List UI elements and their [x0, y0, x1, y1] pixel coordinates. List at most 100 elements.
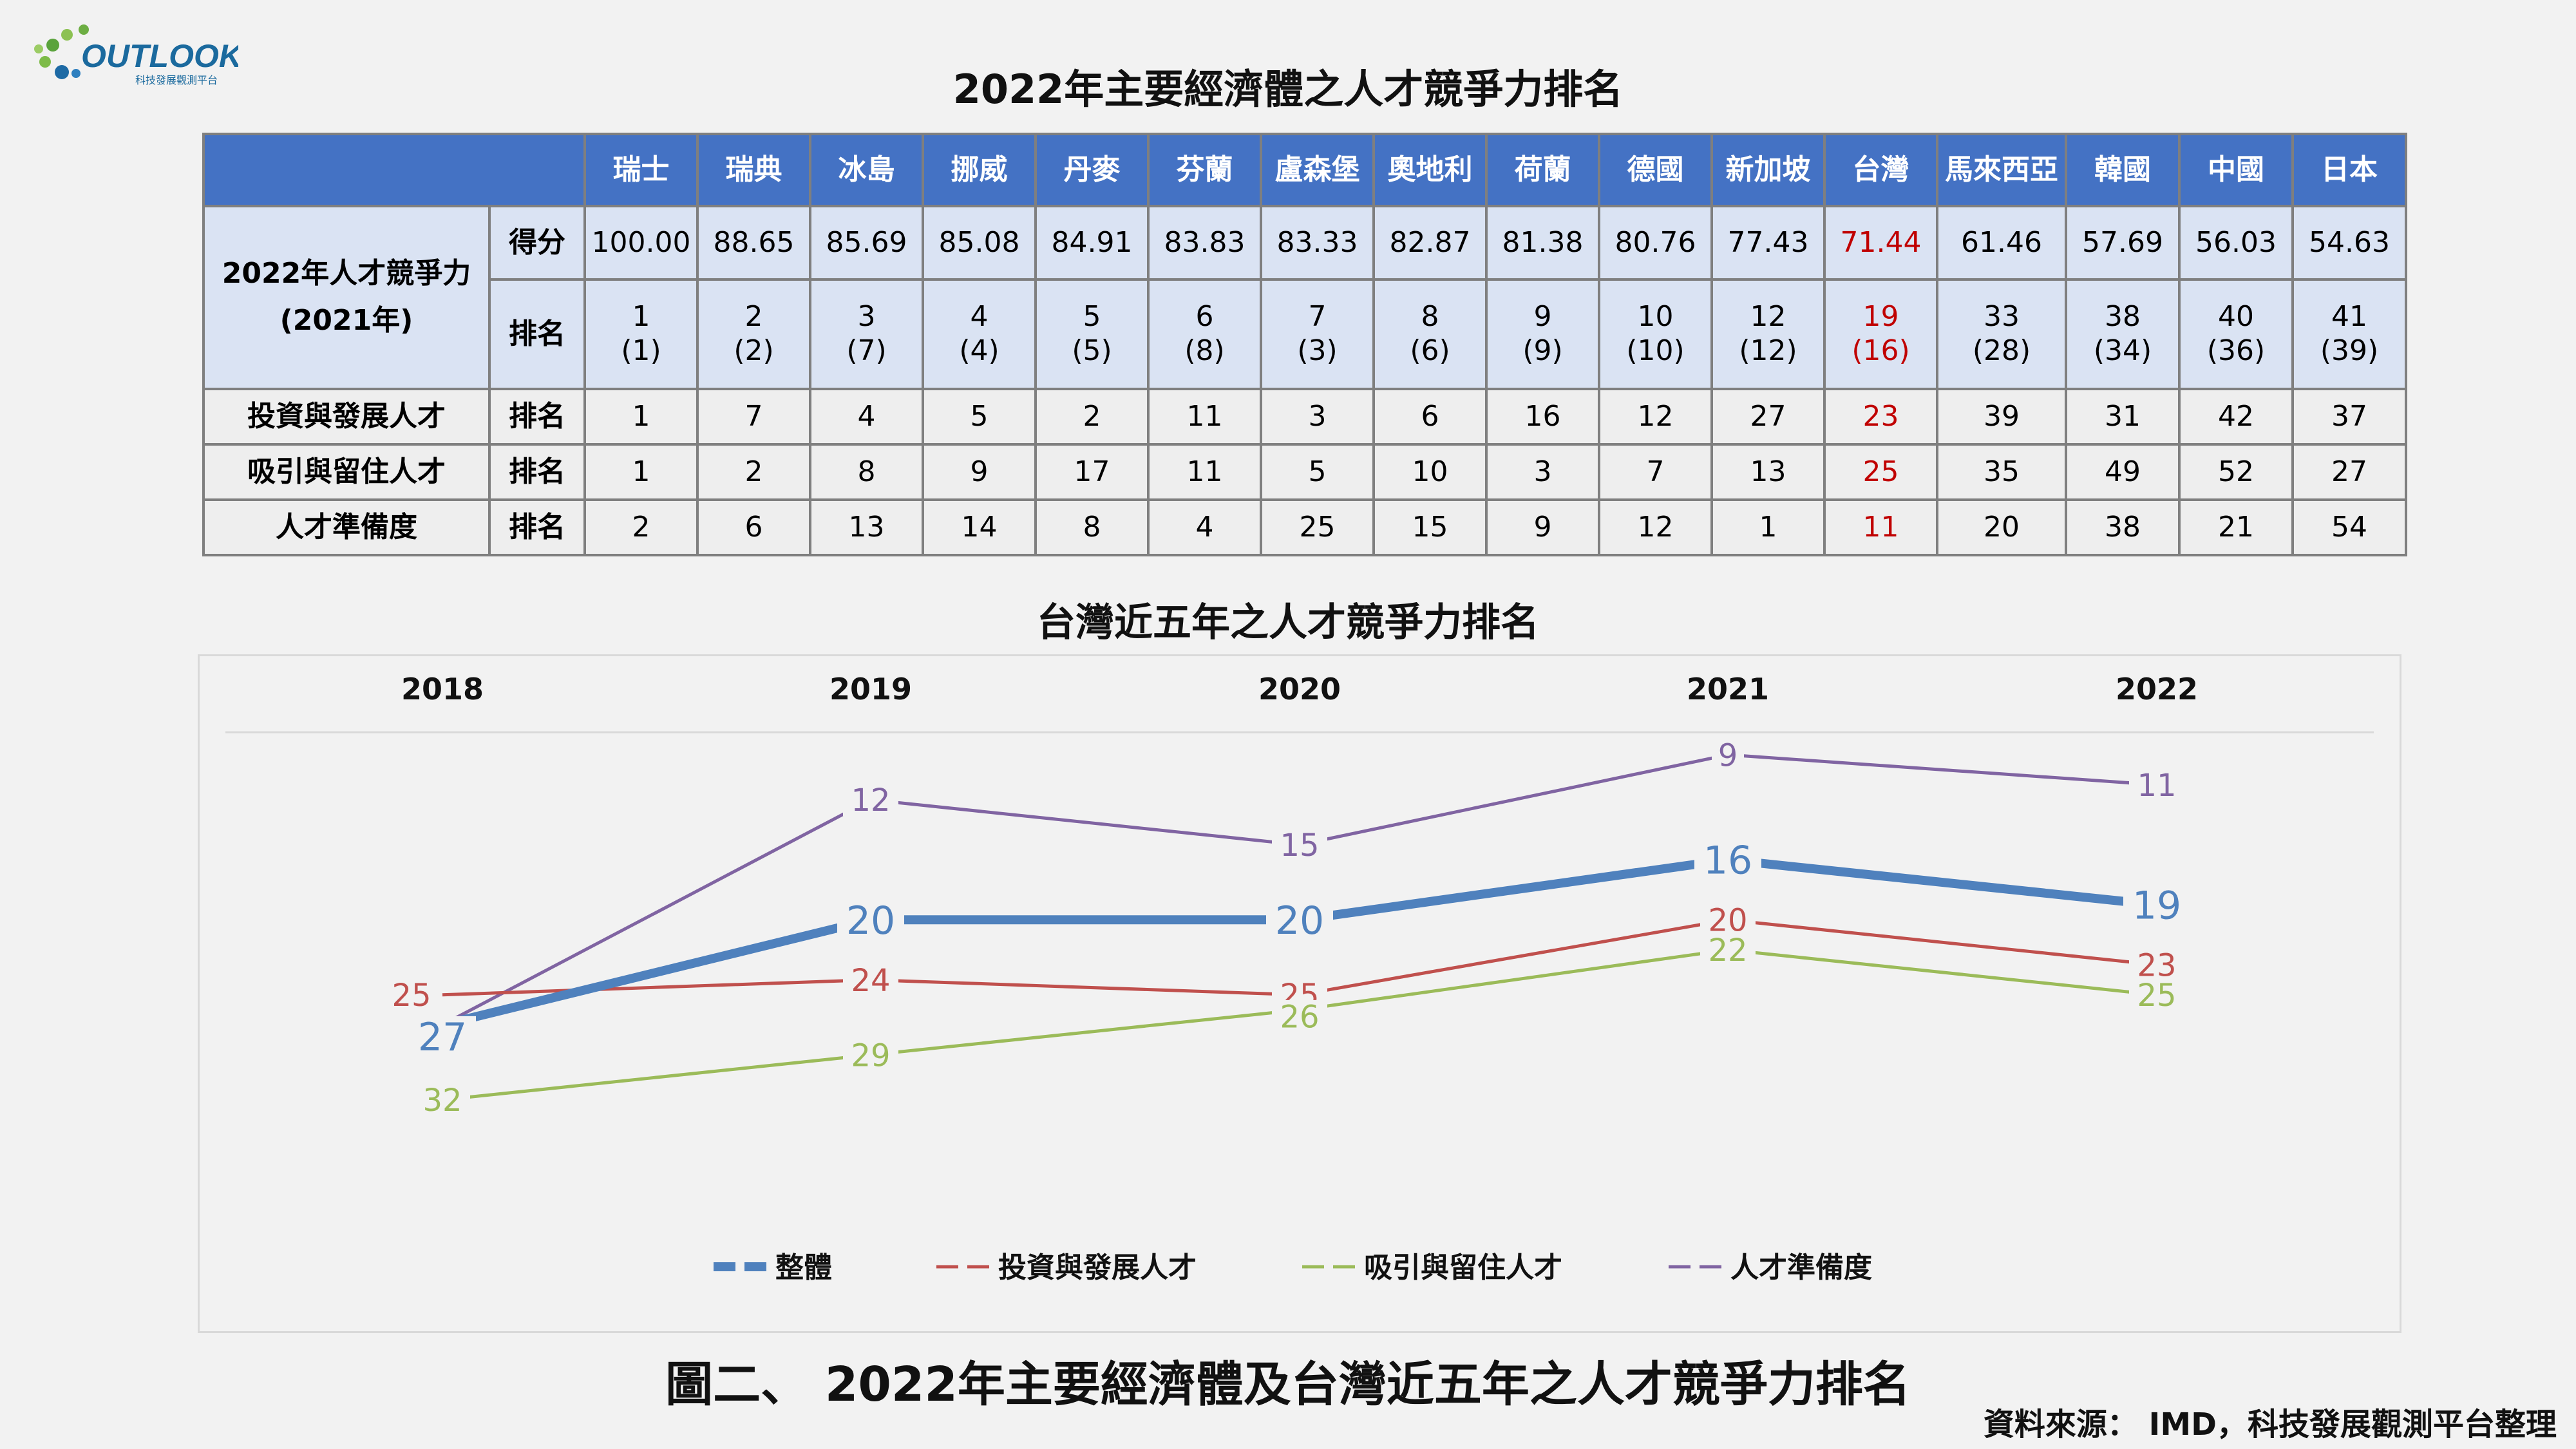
data-label: 20 [1708, 903, 1747, 939]
data-label: 15 [1280, 828, 1319, 864]
rank-2021: (36) [2206, 334, 2266, 367]
sub-rank-cell: 13 [809, 498, 924, 556]
overall-rank-cell: 8 (6) [1372, 278, 1488, 390]
sub-row-kind: 排名 [488, 498, 586, 556]
score-row: 2022年人才競爭力 (2021年) 得分 100.00 88.65 85.69 85.08… [202, 205, 2407, 390]
country-header: 新加坡 [1710, 133, 1826, 207]
svg-text:科技發展觀測平台: 科技發展觀測平台 [135, 74, 218, 86]
sub-rank-cell: 10 [1372, 443, 1488, 501]
data-label: 11 [2137, 768, 2176, 804]
country-header: 冰島 [809, 133, 924, 207]
country-header: 奧地利 [1372, 133, 1488, 207]
overall-rank-cell: 3 (7) [809, 278, 924, 390]
sub-rank-cell: 1 [583, 388, 699, 446]
country-header: 馬來西亞 [1936, 133, 2067, 207]
rank-2021: (16) [1852, 334, 1910, 367]
rank-2021: (5) [1072, 334, 1112, 367]
sub-rank-cell: 25 [1260, 498, 1375, 556]
sub-rank-cell: 5 [922, 388, 1037, 446]
data-label: 29 [851, 1037, 890, 1074]
country-header: 丹麥 [1034, 133, 1150, 207]
score-cell: 57.69 [2065, 205, 2181, 281]
x-tick-label: 2020 [1258, 672, 1341, 706]
country-header: 芬蘭 [1147, 133, 1262, 207]
sub-row-label: 吸引與留住人才 [202, 443, 491, 501]
figure-caption: 圖二、 2022年主要經濟體及台灣近五年之人才競爭力排名 [665, 1357, 1911, 1412]
data-label-bg [415, 1083, 470, 1117]
score-cell: 81.38 [1485, 205, 1600, 281]
sub-rank-cell: 5 [1260, 443, 1375, 501]
outlook-logo: OUTLOOK 科技發展觀測平台 [19, 12, 245, 89]
sub-rank-cell: 31 [2065, 388, 2181, 446]
data-label-bg [1712, 738, 1744, 772]
sub-rank-cell: 7 [1598, 443, 1713, 501]
rank-2022: 19 [1862, 300, 1899, 334]
sub-rank-cell: 12 [1598, 388, 1713, 446]
rank-label: 排名 [488, 278, 586, 390]
sub-row-kind: 排名 [488, 388, 586, 446]
sub-rank-cell: 14 [922, 498, 1037, 556]
sub-rank-cell: 15 [1372, 498, 1488, 556]
overall-rank-cell: 5 (5) [1034, 278, 1150, 390]
x-tick-label: 2022 [2116, 672, 2198, 706]
legend-label: 整體 [775, 1251, 832, 1284]
overall-rank-cell: 4 (4) [922, 278, 1037, 390]
sub-rank-cell: 42 [2178, 388, 2294, 446]
overall-rank-cell: 6 (8) [1147, 278, 1262, 390]
sub-ranking-row: 吸引與留住人才 排名 1 2 8 9 17 11 5 10 3 7 13 25 35 49 52 27 [202, 443, 2407, 501]
data-label-bg [1272, 828, 1327, 861]
sub-rank-cell: 21 [2178, 498, 2294, 556]
sub-rank-cell: 12 [1598, 498, 1713, 556]
overall-rank-cell: 10 (10) [1598, 278, 1713, 390]
score-cell: 83.33 [1260, 205, 1375, 281]
rank-2022: 2 [744, 300, 763, 334]
data-label-bg [2123, 884, 2190, 925]
rank-2021: (4) [959, 334, 999, 367]
overall-rank-cell: 19 (16) [1823, 278, 1938, 390]
overall-rank-cell: 2 (2) [696, 278, 811, 390]
line-chart: 2018201920202021202227121591125242520233… [198, 654, 2401, 1333]
x-tick-label: 2018 [401, 672, 484, 706]
data-label-bg [1272, 999, 1327, 1033]
header-corner [202, 133, 586, 207]
sub-rank-cell: 2 [583, 498, 699, 556]
score-cell: 83.83 [1147, 205, 1262, 281]
sub-rank-cell: 3 [1485, 443, 1600, 501]
sub-rank-cell: 11 [1147, 388, 1262, 446]
overall-rank-cell: 7 (3) [1260, 278, 1375, 390]
data-label: 12 [851, 782, 890, 819]
data-label: 20 [846, 898, 895, 943]
sub-rank-cell: 39 [1936, 388, 2067, 446]
legend-label: 投資與發展人才 [998, 1251, 1197, 1284]
sub-rank-cell: 8 [1034, 498, 1150, 556]
rank-2022: 6 [1195, 300, 1214, 334]
overall-rank-cell: 12 (12) [1710, 278, 1826, 390]
sub-rank-cell: 16 [1485, 388, 1600, 446]
sub-rank-cell: 8 [809, 443, 924, 501]
rank-2021: (7) [846, 334, 887, 367]
data-label: 20 [1275, 898, 1324, 943]
chart-svg: 2018201920202021202227121591125242520233… [225, 672, 2374, 1284]
sub-rank-cell: 38 [2065, 498, 2181, 556]
legend-label: 吸引與留住人才 [1364, 1251, 1562, 1284]
group-label-line2: (2021年) [279, 304, 413, 337]
sub-ranking-row: 人才準備度 排名 2 6 13 14 8 4 25 15 9 12 1 11 20 38 21 54 [202, 498, 2407, 556]
data-label-bg [1694, 839, 1761, 880]
data-label: 9 [1718, 737, 1738, 773]
sub-rank-cell: 2 [1034, 388, 1150, 446]
legend-label: 人才準備度 [1730, 1251, 1872, 1284]
country-header: 韓國 [2065, 133, 2181, 207]
score-cell: 85.69 [809, 205, 924, 281]
sub-rank-cell: 4 [809, 388, 924, 446]
table-title: 2022年主要經濟體之人才競爭力排名 [952, 66, 1624, 113]
score-cell: 84.91 [1034, 205, 1150, 281]
data-label: 16 [1703, 838, 1752, 884]
rank-2022: 40 [2218, 300, 2254, 334]
ranking-table: 瑞士 瑞典 冰島 挪威 丹麥 芬蘭 盧森堡 奧地利 荷蘭 德國 新加坡 台灣 馬來西亞 韓國 中國 日本 202… [202, 133, 2407, 556]
sub-rank-cell: 49 [2065, 443, 2181, 501]
sub-rank-cell: 27 [1710, 388, 1826, 446]
data-label-bg [2129, 768, 2184, 801]
rank-2022: 33 [1984, 300, 2020, 334]
rank-2022: 1 [632, 300, 650, 334]
data-label: 24 [851, 963, 890, 999]
